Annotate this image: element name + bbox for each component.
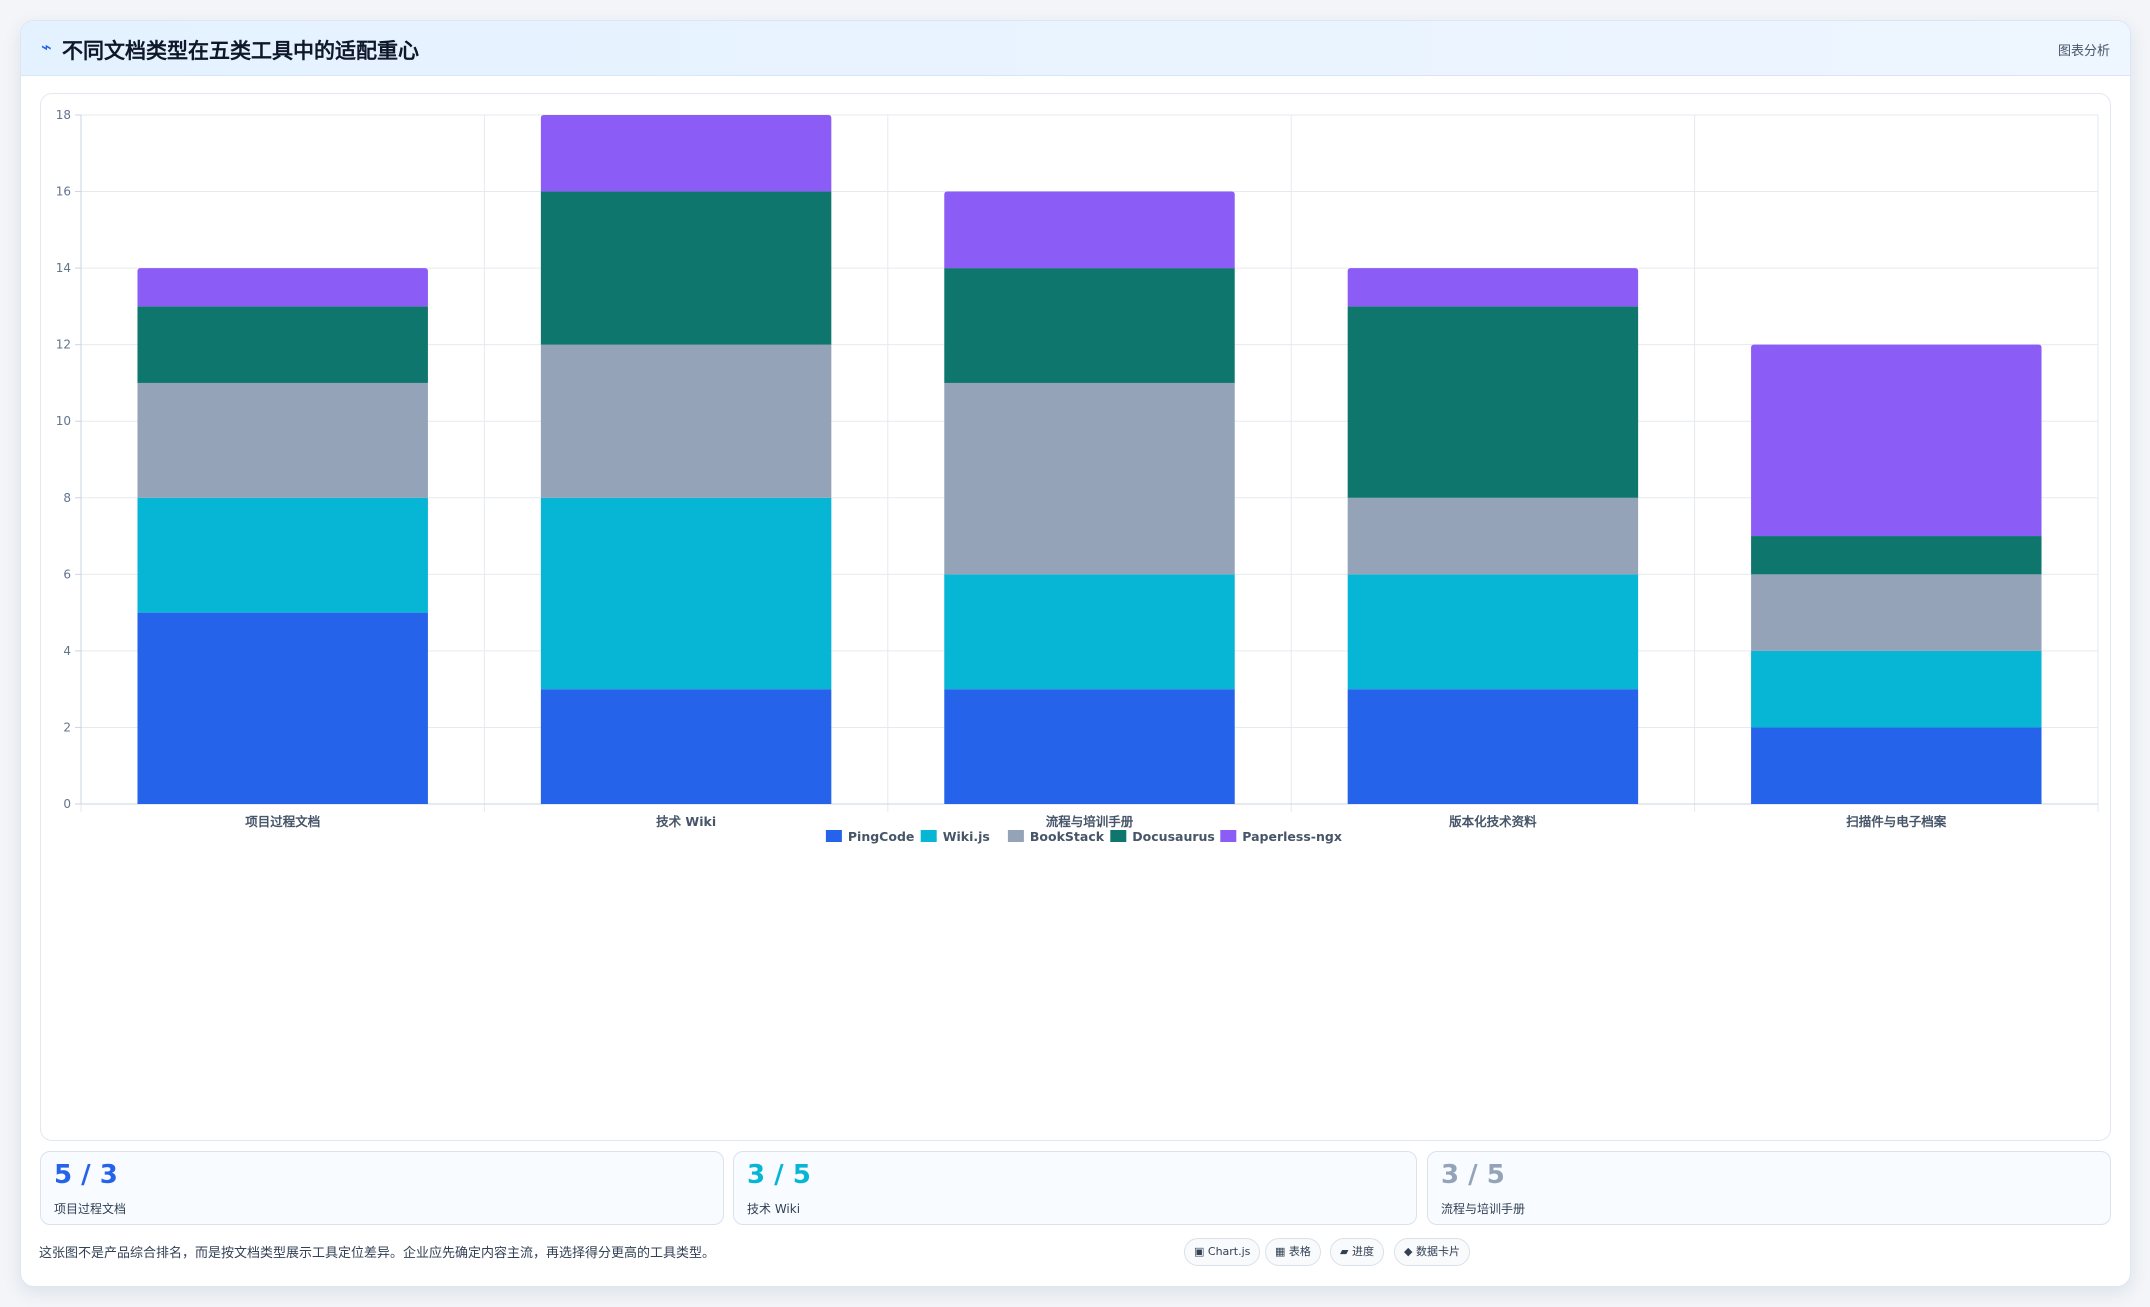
x-tick-label: 流程与培训手册 (1046, 814, 1134, 829)
bar-segment (137, 382, 428, 498)
chart-panel: 0 2 4 6 8 10 12 14 16 18 项目过程文档 技术 Wiki 流程与培训手册 版本化技术… (40, 93, 2111, 1141)
x-tick-label: 版本化技术资料 (1449, 814, 1537, 829)
chart-icon: ⌁ (41, 37, 52, 58)
chip-table[interactable]: ▦ 表格 (1265, 1238, 1321, 1266)
card-title: 不同文档类型在五类工具中的适配重心 (62, 39, 419, 63)
stat-card: 3 / 5 技术 Wiki (733, 1151, 1417, 1225)
bar-segment (1347, 268, 1639, 307)
y-tick-label: 8 (63, 491, 71, 505)
bar-segment (944, 689, 1235, 804)
legend-swatch (1110, 830, 1127, 842)
bar-segment (137, 306, 428, 383)
bar-segment (137, 612, 428, 804)
bar-segment (944, 574, 1235, 690)
bar-segment (944, 268, 1235, 383)
bar-segment (1751, 344, 2042, 537)
stat-card: 3 / 5 流程与培训手册 (1427, 1151, 2111, 1225)
stat-value: 3 / 5 (1441, 1160, 1505, 1190)
bar-segment (1751, 536, 2042, 575)
x-tick-label: 项目过程文档 (245, 814, 320, 829)
bar-segment (137, 497, 428, 613)
bar-segment (944, 382, 1235, 575)
bar-segment (1347, 574, 1639, 690)
bar-segment (1347, 306, 1639, 498)
legend-swatch (920, 830, 937, 842)
legend-label: Wiki.js (943, 829, 990, 844)
x-tick-label: 技术 Wiki (656, 814, 716, 829)
card-header: ⌁ 不同文档类型在五类工具中的适配重心 图表分析 (21, 21, 2130, 76)
stat-label: 技术 Wiki (747, 1202, 801, 1216)
y-tick-label: 14 (56, 261, 71, 275)
y-tick-label: 10 (56, 414, 71, 428)
stat-card: 5 / 3 项目过程文档 (40, 1151, 724, 1225)
chart-card: ⌁ 不同文档类型在五类工具中的适配重心 图表分析 0 2 4 6 8 10 12 14 16 18… (20, 20, 2131, 1287)
legend-label: PingCode (848, 829, 914, 844)
legend-swatch (825, 830, 842, 842)
bar-segment (137, 268, 428, 307)
bar-segment (540, 497, 832, 690)
stat-value: 3 / 5 (747, 1160, 811, 1190)
legend-label: BookStack (1030, 829, 1105, 844)
bar-segment (540, 191, 832, 345)
stat-label: 流程与培训手册 (1441, 1202, 1526, 1216)
y-tick-label: 16 (56, 185, 71, 199)
stacked-bar-chart: 0 2 4 6 8 10 12 14 16 18 项目过程文档 技术 Wiki 流程与培训手册 版本化技术… (56, 108, 2099, 844)
bar-segment (540, 689, 832, 804)
y-tick-label: 6 (63, 567, 71, 581)
header-tag: 图表分析 (2057, 44, 2110, 59)
stat-value: 5 / 3 (54, 1160, 118, 1190)
y-tick-label: 12 (56, 338, 71, 352)
y-tick-label: 0 (63, 797, 71, 811)
bar-segment (1751, 574, 2042, 651)
stat-label: 项目过程文档 (54, 1202, 127, 1216)
chip-chartjs[interactable]: ▣ Chart.js (1184, 1238, 1261, 1266)
y-tick-label: 4 (63, 644, 71, 658)
bar-segment (944, 191, 1235, 269)
legend-label: Docusaurus (1132, 829, 1215, 844)
y-tick-label: 2 (63, 720, 71, 734)
bar-segment (1347, 689, 1639, 804)
stat-cards: 5 / 3 项目过程文档 3 / 5 技术 Wiki 3 / 5 流程与培训手册 (40, 1151, 2111, 1225)
y-tick-label: 18 (56, 108, 71, 122)
x-tick-label: 扫描件与电子档案 (1846, 814, 1947, 829)
bar-segment (1751, 650, 2042, 728)
legend-swatch (1220, 830, 1237, 842)
legend-label: Paperless-ngx (1242, 829, 1342, 844)
bar-segment (1347, 497, 1639, 575)
footer-note: 这张图不是产品综合排名，而是按文档类型展示工具定位差异。企业应先确定内容主流，再… (39, 1246, 716, 1261)
bar-segment (1751, 727, 2042, 804)
chip-data-card[interactable]: ◆ 数据卡片 (1394, 1238, 1470, 1266)
bar-segment (540, 115, 832, 192)
legend-swatch (1007, 830, 1024, 842)
bar-segment (540, 344, 832, 498)
chip-progress[interactable]: ▰ 进度 (1330, 1238, 1384, 1266)
